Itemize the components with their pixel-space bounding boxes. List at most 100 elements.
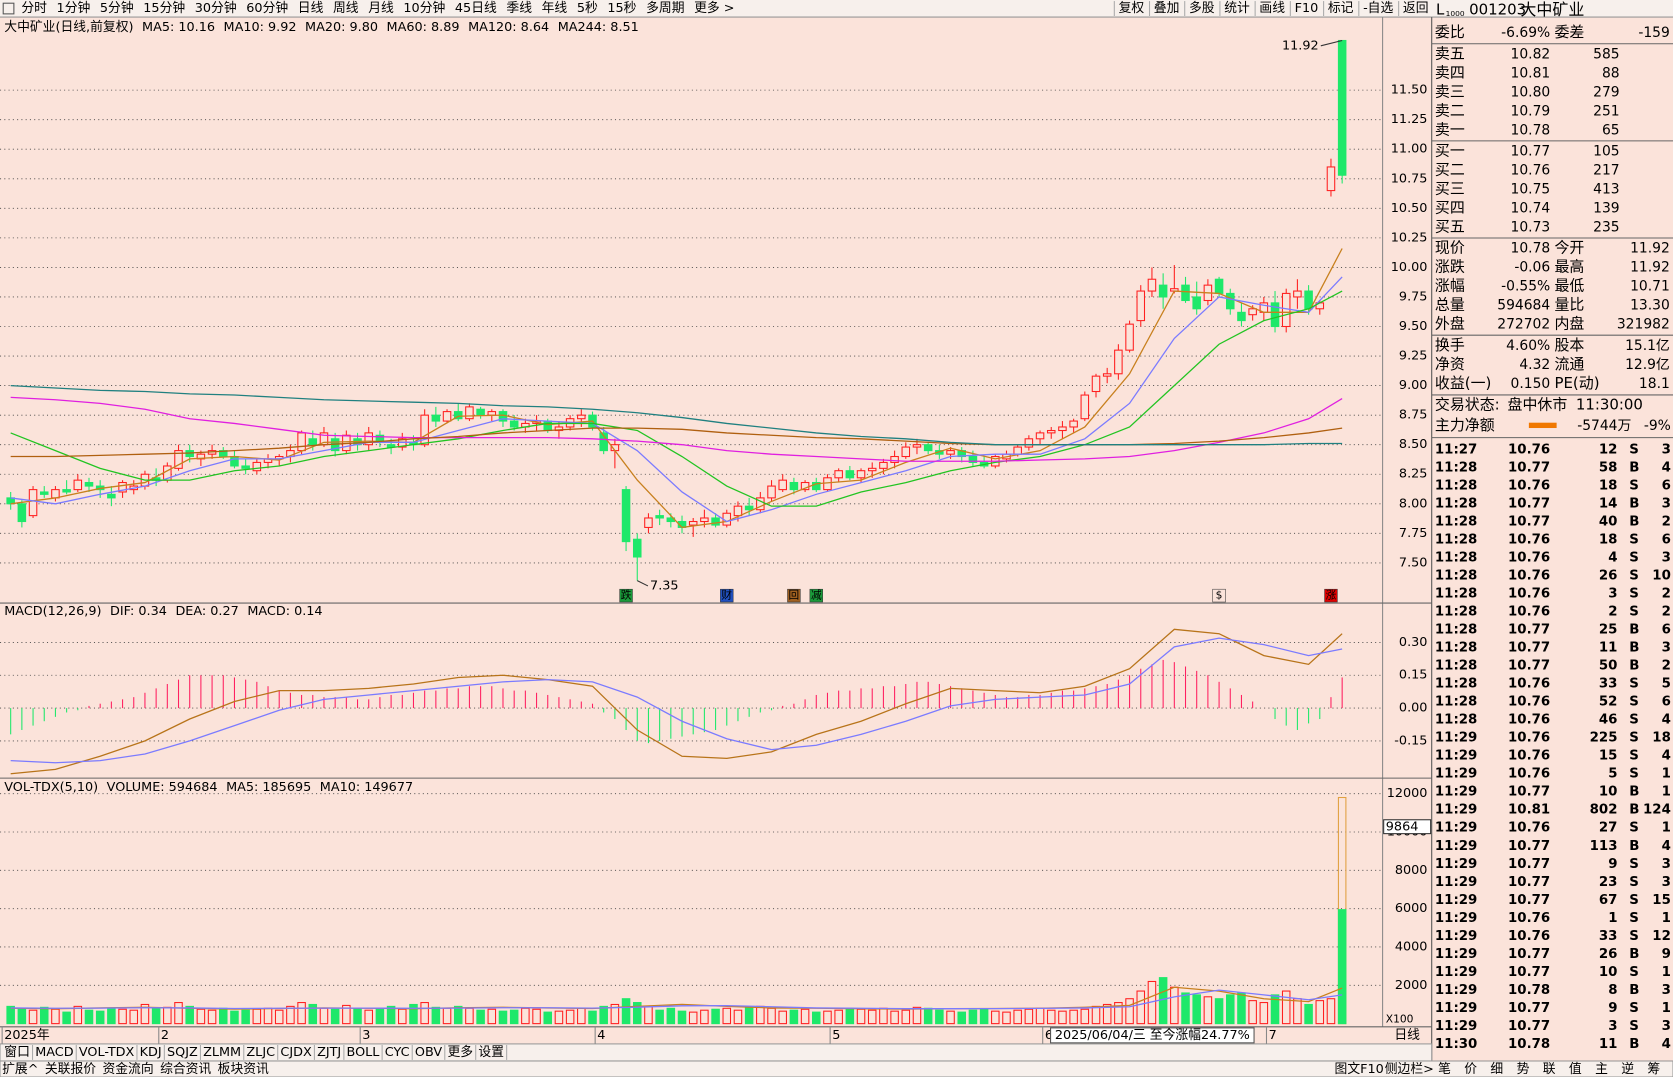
candle-body bbox=[1293, 290, 1302, 298]
side-tab[interactable]: 笔 bbox=[1438, 1061, 1451, 1077]
candle-body bbox=[946, 450, 955, 455]
indicator-tab[interactable]: VOL-TDX bbox=[79, 1045, 135, 1060]
toolbar-button[interactable]: F10 bbox=[1295, 1, 1319, 16]
trade-volume: 3 bbox=[1608, 587, 1617, 602]
volume-bar bbox=[140, 1003, 150, 1025]
indicator-tab[interactable]: CYC bbox=[385, 1045, 410, 1060]
volume-bar bbox=[1046, 1009, 1056, 1025]
indicator-tab[interactable]: 更多 bbox=[447, 1045, 473, 1060]
volume-bar bbox=[6, 1005, 15, 1025]
footer-tab[interactable]: 资金流向 bbox=[102, 1061, 153, 1077]
period-tab[interactable]: 60分钟 bbox=[246, 0, 288, 16]
toolbar-button[interactable]: 叠加 bbox=[1154, 1, 1180, 16]
volume-bar bbox=[1170, 986, 1179, 1025]
period-tab[interactable]: 10分钟 bbox=[403, 0, 445, 16]
indicator-tab[interactable]: OBV bbox=[415, 1045, 442, 1060]
period-tab[interactable]: 30分钟 bbox=[195, 0, 237, 16]
trade-count: 1 bbox=[1662, 911, 1671, 926]
side-tab[interactable]: 细 bbox=[1490, 1062, 1503, 1077]
trade-price: 10.77 bbox=[1508, 1019, 1550, 1034]
trade-count: 2 bbox=[1662, 605, 1671, 620]
volume-bar bbox=[979, 1008, 989, 1025]
period-tab[interactable]: 日线 bbox=[298, 1, 324, 16]
footer-tab[interactable]: 扩展^ bbox=[2, 1062, 38, 1077]
side-tab[interactable]: 筹 bbox=[1647, 1061, 1660, 1077]
period-tab[interactable]: 更多 > bbox=[694, 1, 734, 16]
volume-bar bbox=[398, 1008, 407, 1025]
volume-bar bbox=[1203, 996, 1213, 1025]
side-tab[interactable]: 主 bbox=[1595, 1062, 1608, 1077]
period-tab[interactable]: 日线 bbox=[1394, 1028, 1420, 1043]
badge: L bbox=[1436, 1, 1445, 19]
candle-body bbox=[1337, 39, 1347, 176]
candle-body bbox=[856, 470, 866, 479]
indicator-tab[interactable]: SQJZ bbox=[167, 1045, 198, 1060]
period-tab[interactable]: 季线 bbox=[506, 1, 532, 16]
quote-label: 现价 bbox=[1435, 239, 1465, 257]
side-tab[interactable]: 值 bbox=[1569, 1061, 1582, 1077]
footer-tab[interactable]: 图文F10 bbox=[1335, 1062, 1384, 1077]
period-tab[interactable]: 分时 bbox=[21, 1, 47, 16]
order-price: 10.80 bbox=[1511, 84, 1551, 100]
event-label: 跌 bbox=[621, 589, 632, 602]
period-tab[interactable]: 45日线 bbox=[455, 1, 497, 16]
trade-volume: 26 bbox=[1599, 947, 1618, 962]
volume-bar bbox=[1214, 998, 1224, 1025]
footer-tab[interactable]: 关联报价 bbox=[45, 1062, 96, 1077]
toolbar-button[interactable]: 多股 bbox=[1189, 1, 1215, 16]
toolbar-button[interactable]: -自选 bbox=[1363, 1, 1393, 16]
trade-time: 11:28 bbox=[1435, 550, 1477, 565]
toolbar-button[interactable]: 标记 bbox=[1328, 1, 1354, 16]
volume-bar bbox=[912, 1006, 922, 1025]
side-tab[interactable]: 势 bbox=[1517, 1061, 1530, 1077]
indicator-tab[interactable]: CJDX bbox=[280, 1045, 312, 1060]
volume-bar bbox=[1002, 1011, 1011, 1025]
period-tab[interactable]: 5分钟 bbox=[100, 0, 134, 16]
indicator-tab[interactable]: ZLJC bbox=[246, 1045, 275, 1060]
trade-count: 3 bbox=[1662, 1019, 1671, 1034]
event-label: 回 bbox=[789, 589, 800, 602]
side-tab[interactable]: 联 bbox=[1543, 1062, 1556, 1077]
annotation-arrow bbox=[1320, 39, 1343, 47]
footer-tab[interactable]: 板块资讯 bbox=[218, 1062, 269, 1077]
side-tab[interactable]: 价 bbox=[1464, 1062, 1477, 1077]
candle-body bbox=[834, 470, 843, 479]
side-tab[interactable]: 逆 bbox=[1621, 1061, 1634, 1077]
footer-tab[interactable]: 侧边栏> bbox=[1385, 1062, 1434, 1077]
trade-count: 3 bbox=[1662, 983, 1671, 998]
period-tab[interactable]: 1分钟 bbox=[57, 0, 91, 16]
trade-time: 11:28 bbox=[1435, 568, 1477, 583]
candle-body bbox=[308, 438, 318, 446]
indicator-tab[interactable]: ZLMM bbox=[203, 1045, 241, 1060]
period-tab[interactable]: 年线 bbox=[542, 1, 568, 16]
volume-bar bbox=[823, 1010, 832, 1025]
indicator-tab[interactable]: KDJ bbox=[140, 1045, 162, 1060]
order-price: 10.79 bbox=[1511, 103, 1551, 119]
trade-price: 10.77 bbox=[1508, 857, 1550, 872]
indicator-tab[interactable]: MACD bbox=[35, 1045, 74, 1060]
period-tab[interactable]: 月线 bbox=[368, 1, 394, 16]
period-tab[interactable]: 周线 bbox=[333, 1, 359, 16]
volume-bar bbox=[621, 998, 631, 1025]
period-tab[interactable]: 15秒 bbox=[607, 1, 636, 16]
toolbar-button[interactable]: 画线 bbox=[1259, 1, 1285, 16]
candle-body bbox=[1281, 292, 1291, 328]
y-tick-label: 0.30 bbox=[1399, 635, 1428, 650]
event-marker bbox=[619, 588, 633, 603]
footer-tab[interactable]: 综合资讯 bbox=[160, 1062, 211, 1077]
indicator-tab[interactable]: 窗口 bbox=[4, 1045, 30, 1060]
volume-bar bbox=[789, 1009, 799, 1025]
indicator-tab[interactable]: ZJTJ bbox=[317, 1045, 341, 1060]
period-tab[interactable]: 多周期 bbox=[646, 1, 684, 16]
trade-time: 11:29 bbox=[1435, 929, 1477, 944]
period-tab[interactable]: 15分钟 bbox=[143, 0, 185, 16]
toolbar-button[interactable]: 统计 bbox=[1224, 1, 1250, 16]
indicator-tab[interactable]: BOLL bbox=[347, 1045, 381, 1060]
toolbar-button[interactable]: 复权 bbox=[1119, 0, 1145, 16]
trade-time: 11:29 bbox=[1435, 1019, 1477, 1034]
toolbar-button[interactable]: 返回 bbox=[1403, 1, 1429, 16]
menu-icon[interactable] bbox=[2, 2, 15, 15]
volume-bar bbox=[409, 1003, 418, 1025]
indicator-tab[interactable]: 设置 bbox=[478, 1045, 504, 1060]
period-tab[interactable]: 5秒 bbox=[577, 1, 598, 16]
